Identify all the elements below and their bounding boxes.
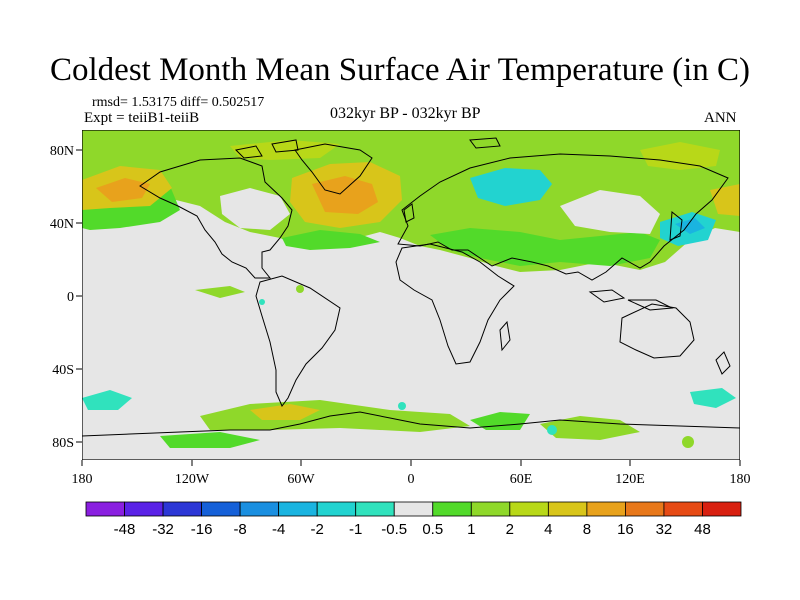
colorbar-swatch [470,501,511,517]
tropical-green-blob [195,286,245,298]
colorbar-swatch [586,501,626,517]
lon-tick-labels: 180 120W 60W 0 60E 120E 180 [72,472,751,487]
experiment-line: Expt = teiiB1-teiiB [84,110,200,126]
nw-america-orange-core [96,178,150,202]
colorbar-label: -1 [349,521,362,538]
southern-cool-spot [398,402,406,410]
colorbar-swatch [85,501,125,517]
colorbar-swatch [162,501,202,517]
lon-tick-label: 0 [408,472,415,487]
lat-tick-label: 0 [67,290,74,305]
colorbar-swatch [124,501,164,517]
nw-pacific-yellow [640,142,720,170]
colorbar-swatch [432,501,472,517]
colorbar-label: -8 [233,521,246,538]
colorbar-label: -16 [191,521,213,538]
colorbar-swatch [702,501,742,517]
colorbar-swatch [547,501,588,517]
colorbar-label: 4 [544,521,552,538]
southern-ocean-cool-east [690,388,736,408]
colorbar-swatch [239,501,280,517]
coast-europe-asia [397,153,729,281]
coast-indonesia [588,289,674,311]
tropical-spot [296,285,304,293]
colorbar-label: 2 [506,521,514,538]
colorbar-label: 8 [583,521,591,538]
midlat-green-patch [430,228,660,266]
coast-south-america [255,275,341,407]
colorbar-label: -32 [152,521,174,538]
lon-tick-label: 180 [730,472,751,487]
coast-antarctica [82,411,740,437]
colorbar-label: 32 [656,521,673,538]
colorbar-label: -48 [114,521,136,538]
eurasia-cool-core [470,168,552,206]
neutral-gap-na [220,188,290,230]
antarctic-green-east [470,412,530,430]
southern-ocean-cool-west [82,390,132,410]
neutral-gap-pacific [560,190,660,234]
coast-australia [619,303,695,359]
atlantic-green-patch [282,230,380,250]
season-label: ANN [704,110,737,126]
period-subtitle: 032kyr BP - 032kyr BP [330,105,481,122]
colorbar-swatch [278,501,318,517]
colorbar-labels: -48 -32 -16 -8 -4 -2 -1 -0.5 0.5 1 2 4 8 16 32 48 [114,521,711,538]
lon-tick-label: 120W [175,472,210,487]
axis-tick-marks [76,149,741,466]
arctic-yellow-patch [230,140,340,160]
coast-new-zealand [715,351,731,375]
lat-tick-label: 80S [52,436,74,451]
coast-greenland [294,143,373,195]
colorbar-swatch [509,501,549,517]
colorbar-label: -4 [272,521,285,538]
tropical-cool-spot [259,299,265,305]
greenland-orange-core [312,176,378,214]
colorbar [85,501,742,517]
antarctic-cool-spot [547,425,557,435]
lat-tick-label: 80N [50,144,74,159]
colorbar-label: -2 [311,521,324,538]
colorbar-label: 16 [617,521,634,538]
antarctic-yellow-patch [250,404,320,420]
coast-japan [669,211,683,241]
map-title: Coldest Month Mean Surface Air Temperatu… [50,52,750,88]
colorbar-swatch [663,501,703,517]
coast-north-america [139,157,293,279]
colorbar-swatch [625,501,665,517]
colorbar-swatch [316,501,357,517]
antarctic-green-south [160,432,260,448]
stats-line: rmsd= 1.53175 diff= 0.502517 [92,95,265,110]
colorbar-swatch [393,501,434,517]
nw-pacific-deep-cool [675,218,705,234]
colorbar-swatch [201,501,241,517]
coast-uk [403,203,415,223]
colorbar-swatch [355,501,395,517]
lat-tick-labels: 80N 40N 0 40S 80S [50,144,74,451]
colorbar-label: -0.5 [381,521,407,538]
lon-tick-label: 60E [510,472,533,487]
map-plot-area [82,130,740,460]
lon-tick-label: 180 [72,472,93,487]
lat-tick-label: 40S [52,363,74,378]
lon-tick-label: 60W [287,472,315,487]
north-warm-anomaly-band [82,130,740,272]
coast-africa [395,243,515,365]
coast-arctic-islands [234,137,501,159]
coastlines [82,137,740,437]
coast-madagascar [499,320,511,352]
lat-tick-label: 40N [50,217,74,232]
colorbar-label: 1 [467,521,475,538]
antarctic-green-spot [682,436,694,448]
lon-tick-label: 120E [615,472,645,487]
colorbar-label: 48 [694,521,711,538]
colorbar-label: 0.5 [422,521,443,538]
southern-ocean-green-east [540,416,640,440]
